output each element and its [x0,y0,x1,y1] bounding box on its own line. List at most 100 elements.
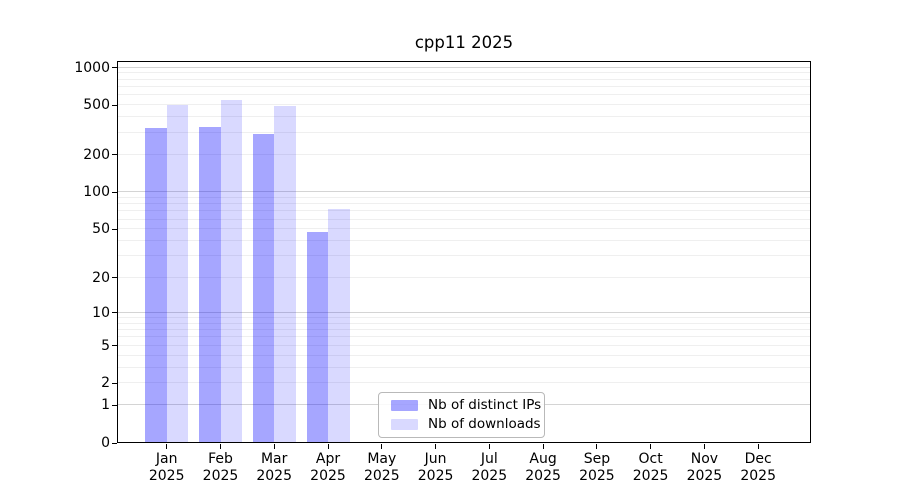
bar-feb-downloads [220,100,242,442]
y-tick-label: 10 [92,304,110,321]
y-tick-mark [112,382,117,384]
gridline-minor [118,382,810,384]
bar-mar-distinct-ips [252,133,275,442]
x-tick-label: Apr 2025 [298,451,358,485]
chart-title: cpp11 2025 [414,33,514,52]
x-tick-label: Jun 2025 [406,451,466,485]
x-tick-year: 2025 [686,468,723,484]
y-tick-label: 200 [83,146,110,163]
gridline-minor [118,336,810,338]
x-tick-year: 2025 [632,468,669,484]
x-tick-label: Mar 2025 [244,451,304,485]
x-tick-month: May [367,451,397,467]
gridline-minor [118,276,810,278]
gridline-minor [118,203,810,205]
legend-item-distinct-ips: Nb of distinct IPs [387,398,541,413]
gridline-minor [118,72,810,74]
x-tick-mark [650,444,652,449]
x-tick-year: 2025 [363,468,400,484]
y-tick-mark [112,404,117,406]
x-tick-label: Dec 2025 [728,451,788,485]
x-tick-mark [166,444,168,449]
y-tick-label: 500 [83,97,110,114]
x-tick-label: Sep 2025 [567,451,627,485]
gridline-minor [118,344,810,346]
x-tick-mark [273,444,275,449]
x-tick-month: Jan [155,451,178,467]
bar-jan-distinct-ips [145,128,167,442]
y-tick-label: 50 [92,221,110,238]
x-tick-month: Apr [315,451,341,467]
legend-swatch-downloads-icon [391,419,418,430]
gridline-minor [118,316,810,318]
y-tick-mark [112,67,117,68]
x-tick-label: Feb 2025 [191,451,251,485]
gridline-minor [118,329,810,330]
x-tick-year: 2025 [525,468,561,484]
gridline-minor [118,228,810,230]
gridline-minor [118,85,810,87]
x-tick-year: 2025 [579,468,615,484]
x-tick-mark [435,444,437,449]
x-tick-year: 2025 [256,468,292,484]
gridline-major [118,191,810,193]
bar-apr-distinct-ips [306,231,328,442]
legend-label-downloads: Nb of downloads [428,416,541,432]
gridline-minor [118,196,810,198]
gridline-major [118,311,810,313]
plot-area [117,61,811,443]
x-tick-month: Nov [690,451,719,467]
x-tick-year: 2025 [417,468,454,484]
gridline-minor [118,240,810,242]
y-tick-label: 100 [83,184,110,201]
gridline-minor [118,78,810,80]
bar-apr-downloads [328,208,350,442]
y-tick-label: 5 [101,337,110,354]
x-tick-label: Nov 2025 [674,451,734,485]
gridline-minor [118,366,810,368]
gridline-minor [118,210,810,212]
x-tick-month: Aug [529,451,557,467]
x-tick-label: May 2025 [352,451,412,485]
gridline-minor [118,131,810,133]
x-tick-mark [596,444,598,449]
gridline-minor [118,104,810,106]
x-tick-label: Jan 2025 [137,451,197,485]
x-tick-mark [703,444,705,449]
x-tick-year: 2025 [740,468,776,484]
y-tick-mark [112,228,117,230]
bar-jan-downloads [166,105,189,442]
y-tick-mark [112,277,117,278]
y-tick-label: 20 [92,269,110,286]
x-tick-mark [542,444,544,449]
gridline-minor [118,354,810,356]
x-tick-mark [757,444,759,449]
x-tick-label: Oct 2025 [621,451,681,485]
legend-swatch-distinct-ips-icon [391,400,418,411]
y-tick-label: 1 [101,397,110,414]
gridline-minor [118,153,810,155]
x-tick-label: Aug 2025 [513,451,573,485]
x-tick-year: 2025 [202,468,239,484]
gridline-minor [118,255,810,257]
y-tick-mark [112,104,117,106]
x-tick-month: Jul [480,451,498,467]
x-tick-month: Oct [638,451,663,467]
x-tick-month: Jun [424,451,447,467]
gridline-major [118,66,810,68]
x-tick-mark [327,444,329,449]
y-tick-mark [112,154,117,156]
gridline-minor [118,116,810,118]
x-tick-mark [488,444,490,449]
bar-feb-distinct-ips [199,126,221,442]
y-tick-mark [112,345,117,347]
x-tick-label: Jul 2025 [459,451,519,485]
x-tick-month: Dec [744,451,772,467]
x-tick-mark [220,444,221,449]
gridline-minor [118,94,810,96]
y-tick-label: 0 [101,435,110,451]
y-tick-label: 1000 [74,59,110,76]
legend-label-distinct-ips: Nb of distinct IPs [428,397,542,413]
bar-mar-downloads [274,106,296,442]
